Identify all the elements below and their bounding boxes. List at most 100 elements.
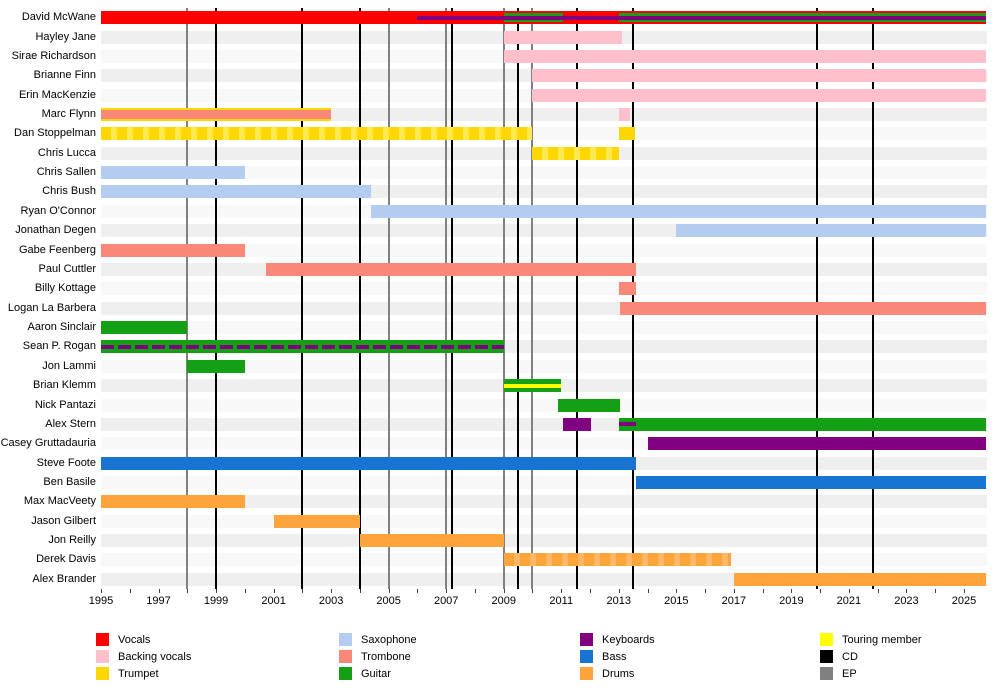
ep-release-line <box>186 8 189 589</box>
timeline-bar-trombone <box>620 301 986 315</box>
legend-label: Drums <box>602 667 635 680</box>
member-name: Chris Lucca <box>37 146 96 159</box>
legend-swatch-drums <box>580 667 593 680</box>
year-tick <box>963 589 965 593</box>
year-tick <box>877 589 879 593</box>
legend-item-touring: Touring member <box>820 633 921 646</box>
year-label: 2007 <box>433 595 459 607</box>
year-tick <box>820 589 822 593</box>
legend-item-ep_line: EP <box>820 667 857 680</box>
year-tick <box>791 589 793 593</box>
legend-swatch-ep_line <box>820 667 833 680</box>
member-name: Nick Pantazi <box>34 398 96 411</box>
legend-swatch-saxophone <box>339 633 352 646</box>
timeline-bar-keyboards <box>618 422 637 427</box>
year-tick <box>273 589 275 593</box>
timeline-bar-trombone <box>101 243 245 257</box>
timeline-bar-trumpet <box>532 146 619 160</box>
timeline-bar-trombone <box>618 282 637 296</box>
member-name: Chris Bush <box>42 185 96 198</box>
timeline-bar-trumpet <box>101 127 533 141</box>
timeline-bar-guitar <box>187 359 245 373</box>
member-name: Aaron Sinclair <box>27 321 96 334</box>
timeline-bar-drums <box>273 514 360 528</box>
year-label: 2009 <box>491 595 516 607</box>
cd-release-line <box>301 8 304 589</box>
timeline-row-track <box>101 495 987 509</box>
year-tick <box>848 589 850 593</box>
member-name: Gabe Feenberg <box>18 243 96 256</box>
legend-item-guitar: Guitar <box>339 667 391 680</box>
member-name: Ben Basile <box>43 475 96 488</box>
member-name: Max MacVeety <box>23 495 96 508</box>
legend-swatch-guitar <box>339 667 352 680</box>
timeline-row-track <box>101 282 987 296</box>
legend-item-saxophone: Saxophone <box>339 633 417 646</box>
year-tick <box>446 589 448 593</box>
member-name: Hayley Jane <box>35 30 96 43</box>
year-label: 1997 <box>146 595 171 607</box>
legend-swatch-trombone <box>339 650 352 663</box>
year-label: 2019 <box>779 595 804 607</box>
member-name: David McWane <box>21 11 96 24</box>
cd-release-line <box>576 8 579 589</box>
year-tick <box>906 589 908 593</box>
year-label: 1999 <box>203 595 229 607</box>
timeline-bar-guitar <box>558 398 621 412</box>
timeline-bar-backing_vocals <box>503 49 986 63</box>
member-name: Jon Lammi <box>42 359 96 372</box>
year-tick <box>388 589 390 593</box>
year-tick <box>705 589 707 593</box>
legend-item-vocals: Vocals <box>96 633 150 646</box>
member-name: Casey Gruttadauria <box>0 437 96 450</box>
member-name: Jonathan Degen <box>15 224 96 237</box>
legend-swatch-keyboards <box>580 633 593 646</box>
year-label: 2005 <box>376 595 401 607</box>
ep-release-line <box>387 8 390 589</box>
year-tick <box>129 589 131 593</box>
member-name: Ryan O'Connor <box>20 204 96 217</box>
year-tick <box>331 589 333 593</box>
timeline-bar-touring <box>503 383 562 388</box>
year-tick <box>158 589 160 593</box>
member-name: Alex Stern <box>45 417 96 430</box>
cd-release-line <box>517 8 520 589</box>
member-name: Chris Sallen <box>36 166 96 179</box>
year-tick <box>590 589 592 593</box>
timeline-row-track <box>101 398 987 412</box>
legend-label: Touring member <box>842 633 922 646</box>
member-name: Jason Gilbert <box>31 514 96 527</box>
year-tick <box>359 589 361 593</box>
member-name: Brian Klemm <box>33 379 96 392</box>
legend-swatch-touring <box>820 633 833 646</box>
ep-release-line <box>531 8 534 589</box>
year-label: 2011 <box>549 595 574 607</box>
timeline-bar-keyboards <box>101 344 504 349</box>
timeline-bar-saxophone <box>101 166 245 180</box>
timeline-bar-keyboards <box>417 15 986 20</box>
timeline-bar-guitar <box>101 321 188 335</box>
legend-swatch-backing_vocals <box>96 650 109 663</box>
ep-release-line <box>502 8 505 589</box>
timeline-bar-backing_vocals <box>503 30 622 44</box>
cd-release-line <box>358 8 361 589</box>
timeline-row-track <box>101 166 987 180</box>
legend-label: EP <box>842 667 857 680</box>
legend-label: Backing vocals <box>118 650 192 663</box>
member-name: Alex Brander <box>32 572 96 585</box>
timeline-row-track <box>101 321 987 335</box>
year-label: 2017 <box>721 595 747 607</box>
legend-item-bass: Bass <box>580 650 626 663</box>
year-label: 2003 <box>318 595 344 607</box>
timeline-bar-backing_vocals <box>532 88 986 102</box>
timeline-bar-trumpet <box>618 127 635 141</box>
member-name: Dan Stoppelman <box>14 127 96 140</box>
timeline-bar-drums <box>733 572 986 586</box>
member-name: Steve Foote <box>36 456 96 469</box>
year-tick <box>244 589 246 593</box>
year-tick <box>503 589 505 593</box>
legend-swatch-bass <box>580 650 593 663</box>
timeline-bar-keyboards <box>647 437 986 451</box>
timeline-bar-drums <box>359 534 504 548</box>
cd-release-line <box>872 8 875 589</box>
